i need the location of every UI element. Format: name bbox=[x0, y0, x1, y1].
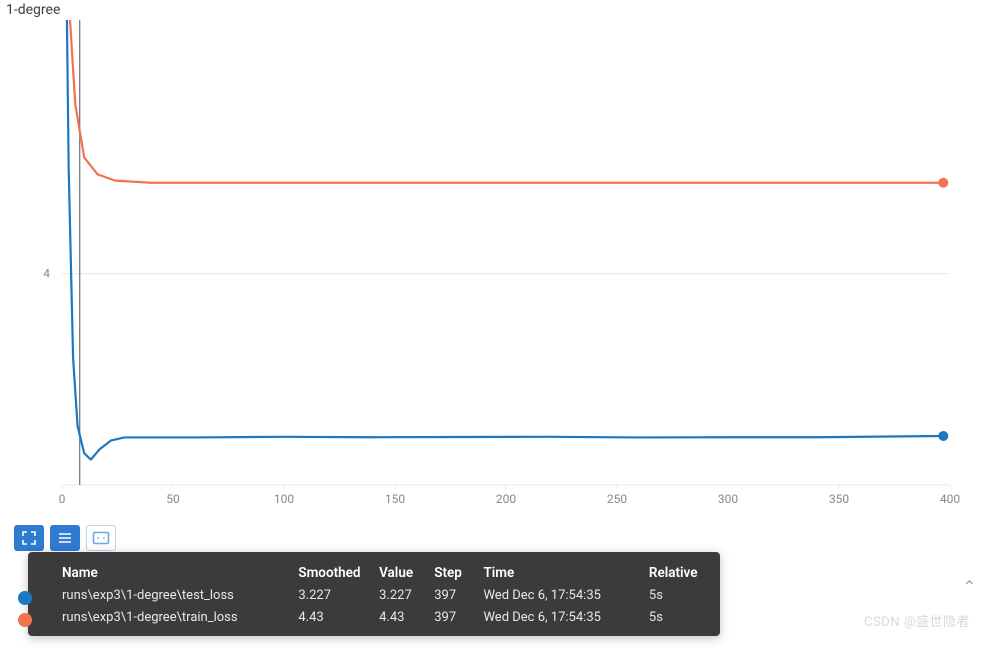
svg-text:350: 350 bbox=[829, 492, 849, 506]
fullscreen-button[interactable] bbox=[14, 525, 44, 551]
svg-text:200: 200 bbox=[496, 492, 516, 506]
svg-text:100: 100 bbox=[274, 492, 294, 506]
expand-button[interactable]: ⌃ bbox=[963, 577, 976, 596]
header-step: Step bbox=[434, 565, 483, 581]
svg-text:4: 4 bbox=[43, 267, 50, 281]
svg-text:150: 150 bbox=[385, 492, 405, 506]
row-relative: 5s bbox=[649, 588, 708, 603]
row-name: runs\exp3\1-degree\test_loss bbox=[40, 588, 298, 603]
header-time: Time bbox=[483, 565, 648, 581]
row-time: Wed Dec 6, 17:54:35 bbox=[483, 588, 648, 603]
row-smoothed: 4.43 bbox=[298, 610, 379, 625]
row-step: 397 bbox=[434, 610, 483, 625]
toggle-y-button[interactable] bbox=[50, 525, 80, 551]
row-smoothed: 3.227 bbox=[298, 588, 379, 603]
header-value: Value bbox=[379, 565, 434, 581]
run-tooltip: Name Smoothed Value Step Time Relative r… bbox=[28, 552, 720, 636]
chart-toolbar bbox=[14, 525, 116, 551]
header-smoothed: Smoothed bbox=[298, 565, 379, 581]
list-icon bbox=[57, 530, 73, 546]
fit-icon bbox=[92, 531, 110, 545]
header-relative: Relative bbox=[649, 565, 708, 581]
svg-text:400: 400 bbox=[940, 492, 960, 506]
chart-title: 1-degree bbox=[6, 2, 60, 18]
series-swatch bbox=[18, 613, 32, 627]
row-value: 4.43 bbox=[379, 610, 434, 625]
svg-text:50: 50 bbox=[166, 492, 180, 506]
row-step: 397 bbox=[434, 588, 483, 603]
chart-plot[interactable]: 4 0 50 100 150 200 250 300 350 400 bbox=[20, 20, 975, 515]
svg-text:250: 250 bbox=[607, 492, 627, 506]
row-value: 3.227 bbox=[379, 588, 434, 603]
svg-text:300: 300 bbox=[718, 492, 738, 506]
tooltip-header-row: Name Smoothed Value Step Time Relative bbox=[40, 562, 708, 584]
row-name: runs\exp3\1-degree\train_loss bbox=[40, 610, 298, 625]
svg-text:0: 0 bbox=[59, 492, 66, 506]
watermark: CSDN @盛世隐者 bbox=[864, 611, 970, 630]
tooltip-row: runs\exp3\1-degree\test_loss3.2273.22739… bbox=[40, 584, 708, 606]
header-name: Name bbox=[40, 565, 298, 581]
row-relative: 5s bbox=[649, 610, 708, 625]
fit-domain-button[interactable] bbox=[86, 525, 116, 551]
chart-svg: 4 0 50 100 150 200 250 300 350 400 bbox=[20, 20, 975, 515]
row-time: Wed Dec 6, 17:54:35 bbox=[483, 610, 648, 625]
series-swatch bbox=[18, 591, 32, 605]
fullscreen-icon bbox=[21, 530, 37, 546]
tooltip-row: runs\exp3\1-degree\train_loss4.434.43397… bbox=[40, 606, 708, 628]
